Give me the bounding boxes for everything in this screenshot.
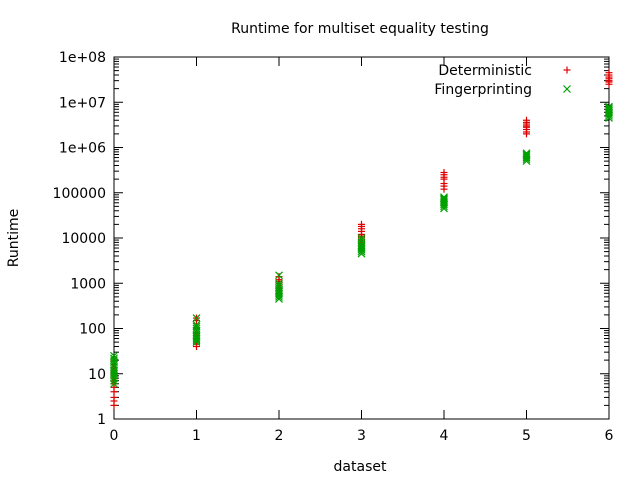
data-point (522, 150, 531, 159)
data-point (440, 193, 448, 202)
legend-marker (563, 66, 571, 74)
y-tick-label: 10 (88, 367, 106, 383)
y-tick-label: 10000 (61, 231, 106, 247)
y-tick-label: 1000 (70, 276, 106, 292)
data-point (192, 324, 201, 333)
data-points (110, 69, 613, 409)
legend-label: Fingerprinting (434, 82, 532, 98)
y-tick-label: 100000 (53, 186, 106, 202)
data-point (522, 149, 531, 158)
data-point (357, 236, 366, 244)
series-fingerprinting (110, 102, 613, 388)
data-point (275, 279, 283, 288)
data-point (275, 289, 283, 298)
data-point (440, 195, 448, 204)
data-point (357, 234, 366, 242)
data-point (275, 271, 283, 280)
x-tick-label: 5 (522, 428, 531, 444)
y-tick-label: 100 (79, 322, 106, 338)
x-tick-label: 4 (440, 428, 449, 444)
data-point (275, 273, 283, 281)
data-point (192, 322, 201, 331)
x-tick-label: 3 (357, 428, 366, 444)
data-point (440, 169, 448, 177)
data-point (440, 194, 448, 203)
data-point (357, 244, 366, 252)
legend: Deterministic Fingerprinting (434, 63, 571, 98)
x-tick-label: 0 (110, 428, 119, 444)
legend-label: Deterministic (438, 63, 532, 79)
data-point (192, 320, 201, 329)
y-tick-label: 1e+07 (59, 95, 106, 111)
data-point (110, 369, 118, 378)
data-point (110, 351, 118, 360)
y-tick-label: 1e+06 (59, 141, 106, 157)
data-point (110, 366, 118, 375)
series-deterministic (110, 69, 613, 409)
data-point (358, 220, 365, 228)
data-point (523, 116, 530, 124)
data-point (192, 334, 201, 343)
chart-title: Runtime for multiset equality testing (231, 21, 489, 37)
y-axis-label: Runtime (6, 209, 22, 267)
data-point (605, 102, 613, 111)
x-tick-label: 6 (605, 428, 614, 444)
data-point (605, 69, 613, 77)
y-tick-label: 1e+08 (59, 50, 106, 66)
x-tick-label: 1 (192, 428, 201, 444)
data-point (110, 354, 118, 363)
data-point (605, 103, 613, 112)
data-point (192, 314, 201, 322)
data-point (110, 379, 118, 388)
data-point (605, 105, 613, 114)
data-point (275, 281, 283, 290)
x-tick-label: 2 (275, 428, 284, 444)
data-point (522, 152, 531, 160)
x-axis-label: dataset (334, 459, 387, 475)
legend-marker (563, 85, 571, 93)
y-tick-label: 1 (97, 412, 106, 428)
